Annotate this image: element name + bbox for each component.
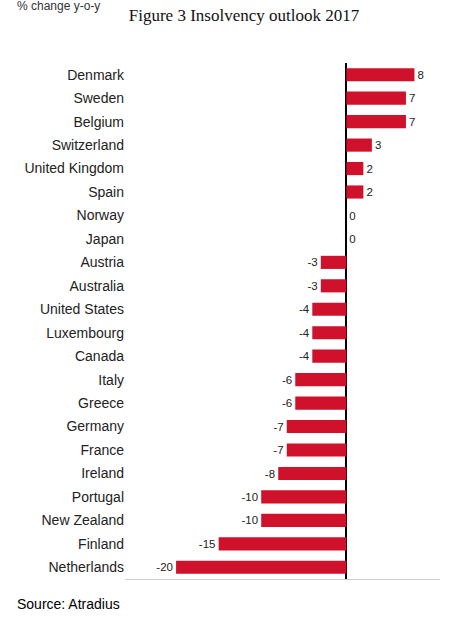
svg-text:France: France xyxy=(80,442,124,458)
svg-text:Portugal: Portugal xyxy=(72,489,124,505)
svg-text:-10: -10 xyxy=(241,491,258,503)
svg-text:Belgium: Belgium xyxy=(73,114,124,130)
svg-text:-6: -6 xyxy=(282,397,292,409)
svg-text:Finland: Finland xyxy=(78,536,124,552)
svg-text:-4: -4 xyxy=(299,350,310,362)
svg-text:Austria: Austria xyxy=(80,254,124,270)
svg-text:-20: -20 xyxy=(156,561,173,573)
svg-text:7: 7 xyxy=(409,116,415,128)
svg-text:Source: Atradius: Source: Atradius xyxy=(17,596,120,612)
svg-text:Japan: Japan xyxy=(86,231,124,247)
svg-text:-6: -6 xyxy=(282,374,292,386)
svg-text:Spain: Spain xyxy=(88,184,124,200)
svg-text:-10: -10 xyxy=(241,514,258,526)
svg-text:2: 2 xyxy=(366,163,372,175)
svg-text:-15: -15 xyxy=(199,538,216,550)
svg-text:% change y-o-y: % change y-o-y xyxy=(17,0,100,13)
svg-text:Sweden: Sweden xyxy=(73,90,124,106)
svg-text:New Zealand: New Zealand xyxy=(42,512,125,528)
svg-text:Canada: Canada xyxy=(75,348,124,364)
svg-text:-4: -4 xyxy=(299,303,310,315)
svg-text:Australia: Australia xyxy=(70,278,125,294)
svg-text:-7: -7 xyxy=(273,444,283,456)
svg-text:Denmark: Denmark xyxy=(67,67,125,83)
svg-text:0: 0 xyxy=(349,233,355,245)
svg-text:-4: -4 xyxy=(299,327,310,339)
svg-text:-3: -3 xyxy=(307,280,317,292)
svg-text:Italy: Italy xyxy=(98,372,124,388)
svg-text:3: 3 xyxy=(375,139,381,151)
svg-text:Germany: Germany xyxy=(66,418,124,434)
svg-text:Figure 3 Insolvency outlook 20: Figure 3 Insolvency outlook 2017 xyxy=(129,6,360,25)
svg-text:United States: United States xyxy=(40,301,124,317)
svg-text:United Kingdom: United Kingdom xyxy=(24,160,124,176)
svg-text:Greece: Greece xyxy=(78,395,124,411)
svg-text:Norway: Norway xyxy=(77,207,124,223)
svg-text:Luxembourg: Luxembourg xyxy=(46,325,124,341)
svg-text:-7: -7 xyxy=(273,421,283,433)
svg-text:8: 8 xyxy=(417,69,423,81)
svg-text:-3: -3 xyxy=(307,256,317,268)
svg-text:7: 7 xyxy=(409,92,415,104)
svg-text:Switzerland: Switzerland xyxy=(52,137,124,153)
svg-text:0: 0 xyxy=(349,210,355,222)
svg-text:2: 2 xyxy=(366,186,372,198)
svg-text:Netherlands: Netherlands xyxy=(49,559,125,575)
svg-text:-8: -8 xyxy=(265,468,275,480)
svg-text:Ireland: Ireland xyxy=(81,465,124,481)
